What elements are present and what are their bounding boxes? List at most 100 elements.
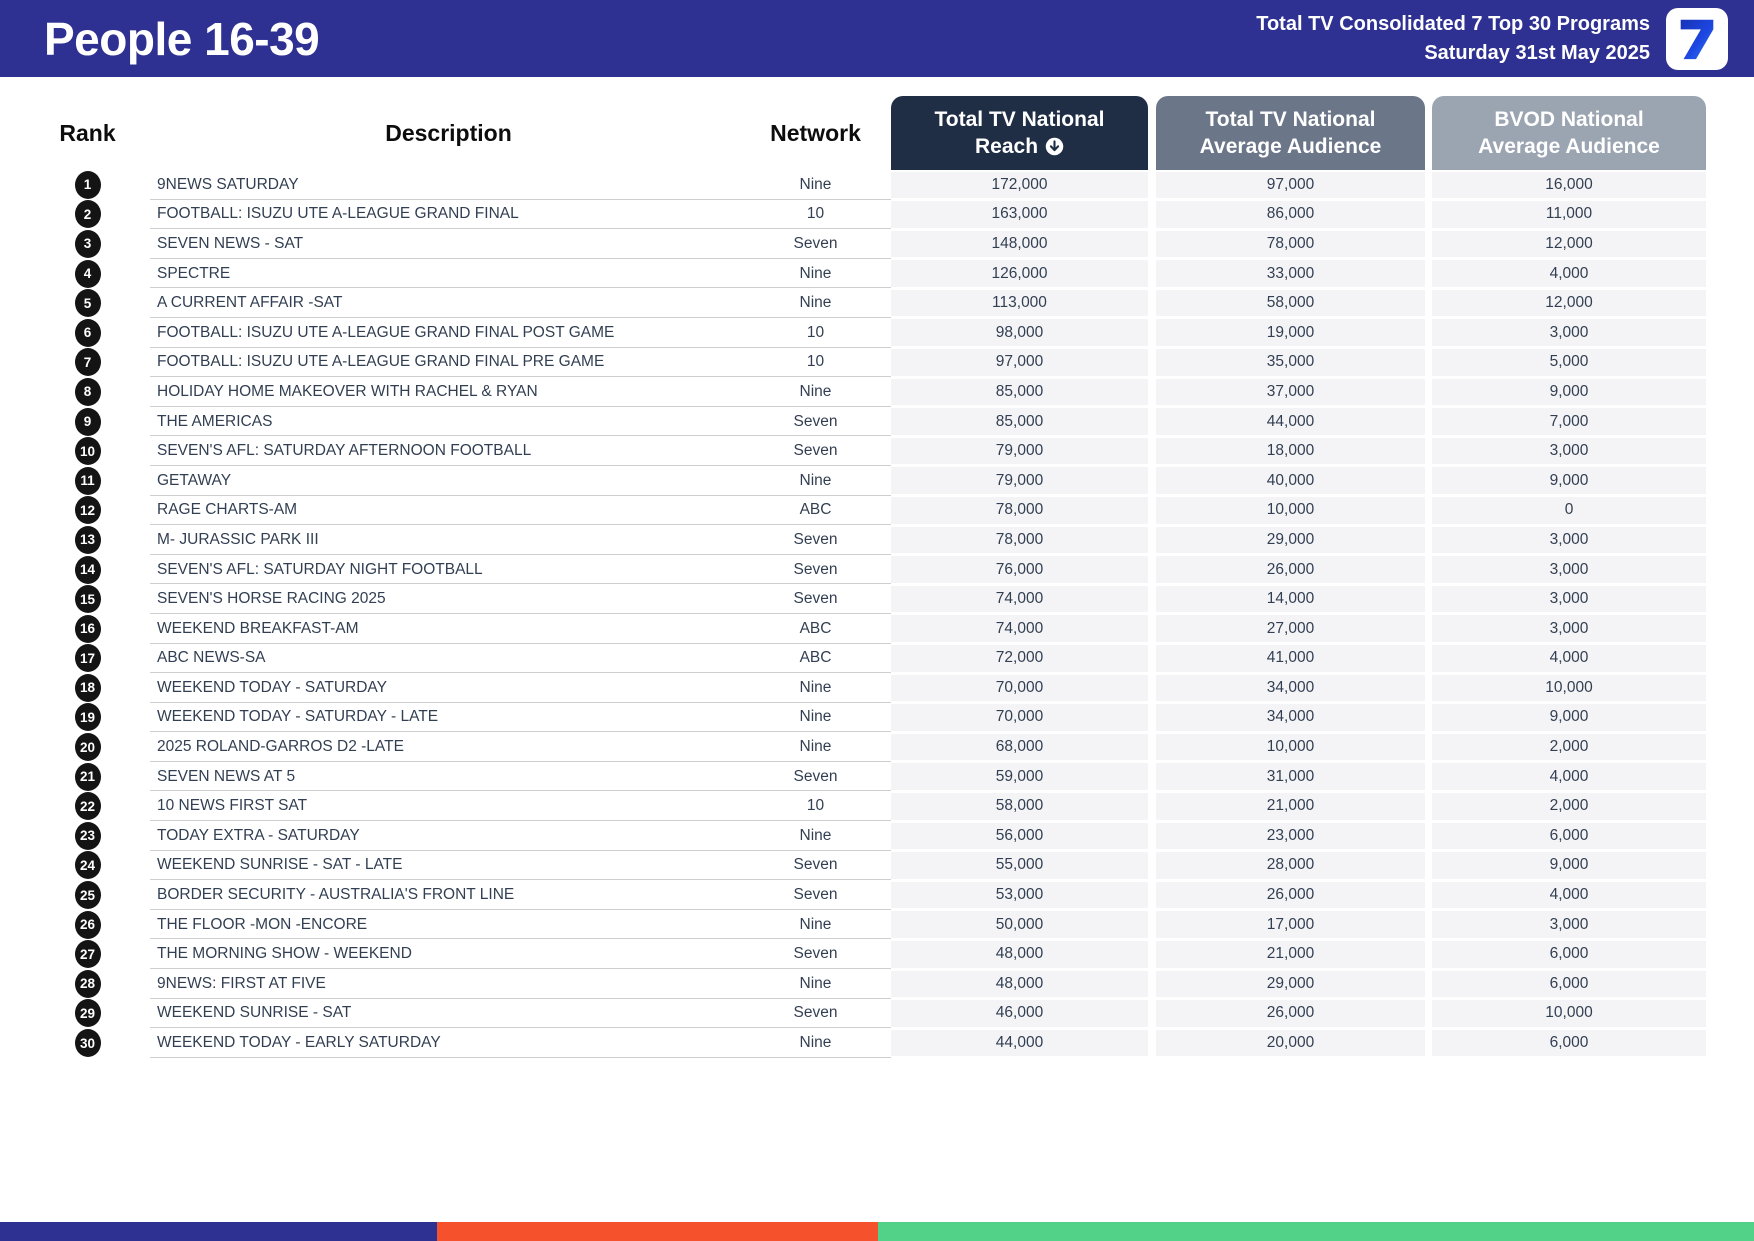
row-avg: 10,000 [1156, 733, 1425, 761]
row-network: Nine [740, 377, 891, 407]
row-network: Nine [740, 288, 891, 318]
row-avg: 78,000 [1156, 230, 1425, 258]
row-bvod: 2,000 [1432, 733, 1706, 761]
table-body: 1 9NEWS SATURDAY Nine 172,000 97,000 16,… [60, 170, 1706, 1058]
table-row: 30 WEEKEND TODAY - EARLY SATURDAY Nine 4… [60, 1028, 1706, 1058]
row-description: 2025 ROLAND-GARROS D2 -LATE [115, 732, 740, 762]
row-reach: 72,000 [891, 645, 1148, 672]
rank-badge: 9 [74, 407, 101, 436]
row-description: THE FLOOR -MON -ENCORE [115, 910, 740, 940]
report-subtitle: Total TV Consolidated 7 Top 30 Programs [1256, 12, 1650, 35]
row-reach: 78,000 [891, 526, 1148, 554]
row-reach: 113,000 [891, 289, 1148, 317]
row-description: FOOTBALL: ISUZU UTE A-LEAGUE GRAND FINAL… [115, 348, 740, 378]
row-description: SEVEN'S AFL: SATURDAY NIGHT FOOTBALL [115, 555, 740, 585]
rank-badge: 2 [74, 200, 101, 229]
row-bvod: 2,000 [1432, 792, 1706, 820]
rank-badge: 16 [74, 614, 101, 643]
row-network: Seven [740, 229, 891, 259]
row-avg: 26,000 [1156, 1000, 1425, 1027]
column-header-avg-audience[interactable]: Total TV National Average Audience [1148, 96, 1425, 170]
row-bvod: 10,000 [1432, 1000, 1706, 1027]
report-date: Saturday 31st May 2025 [1424, 41, 1650, 64]
row-avg: 28,000 [1156, 852, 1425, 879]
row-bvod: 4,000 [1432, 645, 1706, 672]
table-row: 14 SEVEN'S AFL: SATURDAY NIGHT FOOTBALL … [60, 555, 1706, 585]
row-bvod: 4,000 [1432, 260, 1706, 287]
rank-badge: 12 [74, 496, 101, 525]
column-header-network: Network [770, 119, 861, 146]
row-reach: 74,000 [891, 585, 1148, 613]
stripe-blue-segment [0, 1222, 437, 1241]
row-network: Seven [740, 999, 891, 1029]
row-avg: 86,000 [1156, 201, 1425, 228]
table-row: 10 SEVEN'S AFL: SATURDAY AFTERNOON FOOTB… [60, 436, 1706, 466]
row-reach: 74,000 [891, 615, 1148, 642]
row-reach: 79,000 [891, 467, 1148, 495]
rank-badge: 24 [74, 851, 101, 880]
row-description: HOLIDAY HOME MAKEOVER WITH RACHEL & RYAN [115, 377, 740, 407]
row-reach: 85,000 [891, 378, 1148, 406]
row-avg: 29,000 [1156, 970, 1425, 998]
column-header-description: Description [385, 119, 512, 146]
row-description: BORDER SECURITY - AUSTRALIA'S FRONT LINE [115, 880, 740, 910]
rank-badge: 25 [74, 881, 101, 910]
row-avg: 26,000 [1156, 556, 1425, 583]
row-network: ABC [740, 644, 891, 674]
row-bvod: 3,000 [1432, 556, 1706, 583]
row-bvod: 4,000 [1432, 881, 1706, 909]
column-header-rank: Rank [59, 119, 116, 146]
table-row: 4 SPECTRE Nine 126,000 33,000 4,000 [60, 259, 1706, 289]
row-reach: 76,000 [891, 556, 1148, 583]
row-description: WEEKEND BREAKFAST-AM [115, 614, 740, 644]
row-reach: 97,000 [891, 349, 1148, 376]
table-row: 28 9NEWS: FIRST AT FIVE Nine 48,000 29,0… [60, 969, 1706, 999]
footer-color-stripe [0, 1222, 1754, 1241]
top30-table: Rank Description Network Total TV Nation… [59, 96, 1706, 1058]
column-header-bvod[interactable]: BVOD National Average Audience [1425, 96, 1706, 170]
row-reach: 98,000 [891, 319, 1148, 347]
row-reach: 172,000 [891, 171, 1148, 199]
row-description: WEEKEND TODAY - EARLY SATURDAY [115, 1028, 740, 1058]
row-reach: 85,000 [891, 408, 1148, 435]
row-network: Seven [740, 880, 891, 910]
rank-badge: 26 [74, 910, 101, 939]
row-description: SEVEN'S AFL: SATURDAY AFTERNOON FOOTBALL [115, 436, 740, 466]
row-bvod: 9,000 [1432, 704, 1706, 731]
row-bvod: 3,000 [1432, 911, 1706, 938]
row-bvod: 7,000 [1432, 408, 1706, 435]
rank-badge: 23 [74, 821, 101, 850]
row-description: WEEKEND SUNRISE - SAT [115, 999, 740, 1029]
row-network: Seven [740, 525, 891, 555]
row-network: Seven [740, 407, 891, 437]
row-bvod: 11,000 [1432, 201, 1706, 228]
row-reach: 79,000 [891, 437, 1148, 465]
rank-badge: 20 [74, 733, 101, 762]
rank-badge: 28 [74, 969, 101, 998]
row-description: GETAWAY [115, 466, 740, 496]
table-row: 26 THE FLOOR -MON -ENCORE Nine 50,000 17… [60, 910, 1706, 940]
row-avg: 97,000 [1156, 171, 1425, 199]
row-network: ABC [740, 614, 891, 644]
row-reach: 78,000 [891, 497, 1148, 524]
table-row: 13 M- JURASSIC PARK III Seven 78,000 29,… [60, 525, 1706, 555]
row-reach: 50,000 [891, 911, 1148, 938]
row-description: WEEKEND TODAY - SATURDAY - LATE [115, 703, 740, 733]
report-header: People 16-39 Total TV Consolidated 7 Top… [0, 0, 1754, 77]
table-row: 6 FOOTBALL: ISUZU UTE A-LEAGUE GRAND FIN… [60, 318, 1706, 348]
row-description: THE MORNING SHOW - WEEKEND [115, 939, 740, 969]
table-row: 11 GETAWAY Nine 79,000 40,000 9,000 [60, 466, 1706, 496]
row-bvod: 10,000 [1432, 674, 1706, 702]
row-reach: 70,000 [891, 704, 1148, 731]
row-avg: 31,000 [1156, 763, 1425, 790]
table-row: 9 THE AMERICAS Seven 85,000 44,000 7,000 [60, 407, 1706, 437]
rank-badge: 22 [74, 792, 101, 821]
rank-badge: 21 [74, 762, 101, 791]
row-bvod: 6,000 [1432, 970, 1706, 998]
row-description: ABC NEWS-SA [115, 644, 740, 674]
row-avg: 18,000 [1156, 437, 1425, 465]
row-description: TODAY EXTRA - SATURDAY [115, 821, 740, 851]
row-description: WEEKEND TODAY - SATURDAY [115, 673, 740, 703]
column-header-reach[interactable]: Total TV National Reach [891, 96, 1148, 170]
row-network: Seven [740, 584, 891, 614]
